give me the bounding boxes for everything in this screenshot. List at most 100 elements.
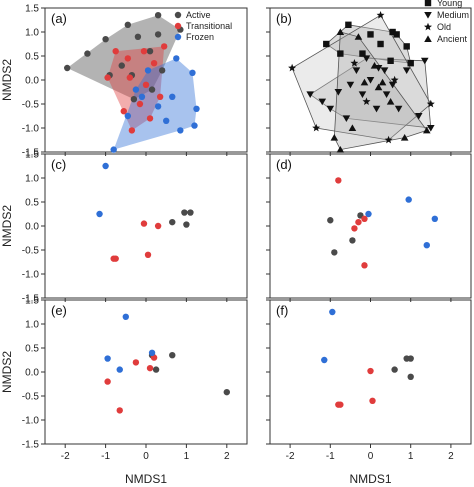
data-point [64, 64, 71, 72]
data-point [306, 91, 314, 98]
data-point [345, 21, 352, 28]
legend-marker-old [424, 22, 432, 31]
data-point [148, 349, 156, 356]
hull-active [67, 15, 181, 100]
data-point [163, 117, 170, 125]
data-point [146, 364, 154, 372]
y-tick-label: 0.0 [25, 222, 39, 233]
data-point [136, 100, 144, 108]
hull-frozen [113, 58, 197, 150]
data-point [362, 55, 371, 62]
data-point [112, 48, 119, 55]
data-point [352, 67, 361, 74]
y-tick-label: 1.5 [25, 296, 39, 307]
data-point [288, 63, 297, 72]
data-point [372, 105, 381, 113]
data-point [118, 62, 125, 69]
data-point [431, 215, 439, 222]
data-point [374, 83, 383, 91]
data-point [321, 356, 328, 364]
y-axis-label: NMDS2 [0, 351, 14, 393]
series-frozen [110, 55, 200, 153]
data-point [376, 11, 385, 19]
data-point [142, 81, 150, 89]
data-point [407, 355, 414, 362]
y-tick-label: 1.5 [25, 4, 39, 15]
data-point [169, 352, 176, 359]
x-tick-label: 1 [408, 451, 414, 462]
data-point [124, 112, 132, 120]
panel-c: -1.5 -1.0 -0.5 0.0 0.5 1.0 1.5 (c) NMDS2 [0, 150, 248, 305]
series-active [169, 209, 194, 228]
data-point [342, 115, 351, 122]
data-point [173, 55, 180, 62]
data-point [134, 33, 142, 40]
series-frozen [104, 313, 156, 373]
data-point [152, 366, 160, 373]
data-point [104, 74, 111, 81]
panel-label: (d) [276, 157, 292, 172]
data-point [355, 218, 362, 226]
data-point [150, 354, 158, 361]
legend-label: Medium [437, 10, 469, 20]
data-point [177, 127, 184, 134]
series-active [391, 355, 414, 380]
x-tick-label: 0 [143, 451, 149, 462]
legend-label: Frozen [186, 32, 214, 42]
data-point [427, 125, 435, 132]
data-point [377, 40, 384, 48]
data-point [124, 21, 132, 28]
data-point [348, 124, 357, 131]
data-point [365, 210, 372, 218]
legend-label: Transitional [186, 21, 232, 31]
data-point [331, 249, 338, 256]
panel-d: (d) [266, 153, 472, 302]
data-point [150, 60, 158, 67]
panel-frame [269, 153, 472, 299]
y-tick-label: 0.5 [25, 198, 39, 209]
series-old [288, 11, 435, 144]
x-axis-label: NMDS1 [349, 472, 391, 486]
data-point [124, 55, 132, 62]
y-axis-label: NMDS2 [0, 205, 14, 247]
series-transitional [335, 367, 376, 408]
data-point [120, 108, 127, 115]
legend-marker-frozen [174, 33, 182, 41]
data-point [405, 196, 412, 203]
series-young [323, 21, 414, 67]
y-tick-label: -0.5 [22, 246, 40, 257]
x-tick-label: 0 [368, 451, 374, 462]
panel-label: (c) [51, 157, 66, 172]
data-point [426, 99, 435, 108]
data-point [358, 91, 367, 98]
data-point [148, 86, 156, 93]
y-tick-label: 1.5 [25, 150, 39, 161]
data-point [334, 89, 343, 96]
panel-label: (e) [51, 303, 67, 318]
data-point [146, 115, 154, 122]
legend-marker-ancient [424, 35, 432, 42]
x-tick-label: 1 [184, 451, 190, 462]
data-point [158, 67, 166, 74]
data-point [116, 407, 123, 414]
data-point [130, 96, 138, 103]
legend-label: Active [186, 10, 211, 20]
data-point [403, 43, 410, 50]
y-tick-label: -1.5 [22, 294, 40, 305]
legend-label: Young [437, 0, 462, 8]
data-point [144, 67, 152, 74]
data-point [146, 48, 154, 55]
data-point [169, 93, 176, 101]
panel-label: (a) [51, 11, 67, 26]
data-point [423, 242, 430, 249]
data-point [369, 397, 376, 404]
legend: Young Medium Old Ancient [424, 0, 469, 44]
data-point [312, 123, 321, 132]
data-point [126, 74, 134, 81]
data-point [384, 135, 393, 144]
data-point [346, 81, 355, 89]
data-point [327, 217, 334, 224]
data-point [382, 91, 391, 98]
y-tick-label: -0.5 [22, 392, 40, 403]
y-tick-label: 1.0 [25, 174, 39, 185]
